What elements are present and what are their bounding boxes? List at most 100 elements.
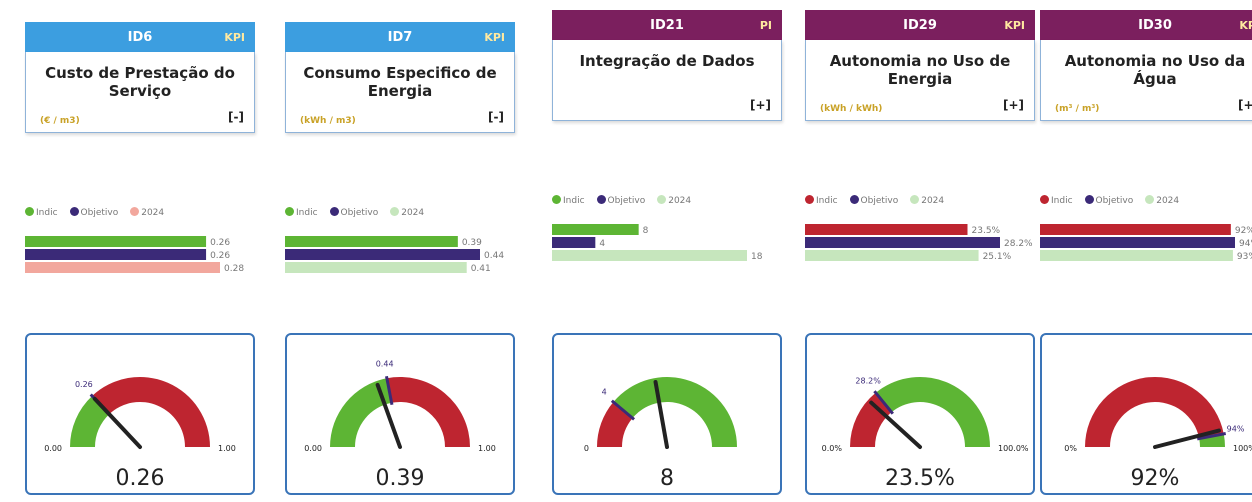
legend-item: Indic [25, 207, 64, 218]
kpi-card: ID6 KPI Custo de Prestação do Serviço (€ / … [25, 0, 255, 502]
legend-label: Indic [36, 208, 58, 218]
legend-swatch [25, 207, 34, 216]
card-sign: [+] [1002, 98, 1024, 112]
gauge-segment [850, 392, 892, 447]
card-tag: KPI [224, 31, 245, 44]
gauge: 94% 0% 100% 92% [1064, 377, 1252, 491]
legend-label: Indic [296, 208, 318, 218]
target-label: 0.44 [376, 359, 394, 368]
bar [805, 224, 968, 235]
legend-item: Objetivo [849, 195, 905, 206]
bar [285, 236, 458, 247]
gauge: 28.2% 0.0% 100.0% 23.5% [822, 376, 1029, 491]
legend-label: 2024 [141, 208, 165, 218]
bar [1040, 250, 1233, 261]
legend-swatch [285, 207, 294, 216]
bar-label: 25.1% [983, 252, 1012, 262]
needle [1153, 428, 1221, 449]
card-title: Autonomia no Uso de Energia [829, 52, 1011, 88]
bar [25, 262, 220, 273]
card-header: ID21 PI [552, 10, 782, 40]
legend-label: Objetivo [1095, 196, 1134, 206]
gauge-segment [1085, 377, 1224, 447]
bar-label: 0.28 [224, 264, 244, 274]
legend-item: Objetivo [1084, 195, 1140, 206]
gauge-value: 8 [660, 466, 674, 491]
legend-label: Indic [563, 196, 585, 206]
legend-item: Objetivo [329, 207, 385, 218]
gauge-segment [597, 402, 633, 447]
card-sign: [-] [228, 110, 244, 124]
bar-label: 93% [1237, 252, 1252, 262]
legend-label: 2024 [668, 196, 692, 206]
card-body: Integração de Dados [+] [552, 40, 782, 121]
legend-swatch [1145, 195, 1155, 204]
card-unit: (m³ / m³) [1055, 104, 1100, 114]
bar [25, 236, 207, 247]
bar [552, 224, 639, 235]
target-label: 4 [602, 387, 607, 396]
legend-item: Objetivo [596, 195, 652, 206]
target-label: 0.26 [75, 380, 93, 389]
bar [552, 237, 596, 248]
gauge-segment [330, 378, 392, 447]
card-title: Consumo Especifico de Energia [303, 64, 497, 100]
card-id: ID7 [387, 30, 413, 45]
bar-chart: 92% 94% 93% [1040, 224, 1252, 262]
gauge: 4 0 8 [584, 377, 737, 491]
card-tag: PI [759, 19, 772, 32]
card-title: Custo de Prestação do Serviço [45, 64, 235, 100]
legend-item: 2024 [390, 207, 430, 218]
card-body: Autonomia no Uso de Energia (kWh / kWh) [+… [805, 40, 1035, 121]
legend-swatch [910, 195, 920, 204]
card-sign: [-] [488, 110, 504, 124]
bar [1040, 237, 1235, 248]
legend-item: 2024 [657, 195, 697, 206]
bar [25, 249, 207, 260]
legend-swatch [130, 207, 140, 216]
card-title: Integração de Dados [579, 52, 755, 70]
legend-label: 2024 [401, 208, 425, 218]
bar [552, 250, 747, 261]
gauge-min: 0.00 [44, 444, 62, 453]
card-unit: (€ / m3) [40, 116, 80, 126]
bar [285, 249, 480, 260]
gauge-box: 28.2% 0.0% 100.0% 23.5% [805, 333, 1035, 495]
gauge-min: 0% [1064, 444, 1077, 453]
legend-item: Indic [1040, 195, 1079, 206]
legend-label: Objetivo [340, 208, 379, 218]
legend-swatch [596, 195, 606, 204]
card-body: Consumo Especifico de Energia (kWh / m3) [… [285, 52, 515, 133]
legend-swatch [329, 207, 339, 216]
legend-label: 2024 [1156, 196, 1180, 206]
target-tick [873, 390, 894, 415]
bar-label: 0.44 [484, 251, 504, 261]
legend-swatch [552, 195, 561, 204]
needle [92, 396, 142, 449]
legend-item: Objetivo [69, 207, 125, 218]
bar-label: 4 [599, 239, 605, 249]
gauge-box: 94% 0% 100% 92% [1040, 333, 1252, 495]
bar-chart: 23.5%28.2% 25.1% [805, 224, 1033, 262]
gauge-max: 100% [1233, 444, 1252, 453]
gauge-segment [386, 377, 470, 447]
card-header: ID30 KPI [1040, 10, 1252, 40]
card-title: Autonomia no Uso da Água [1064, 52, 1246, 88]
bar [805, 237, 1000, 248]
card-header: ID29 KPI [805, 10, 1035, 40]
bar-label: 23.5% [972, 226, 1001, 236]
bar-label: 18 [751, 252, 763, 262]
legend-item: 2024 [910, 195, 950, 206]
gauge-value: 0.39 [376, 466, 425, 491]
card-body: Autonomia no Uso da Água (m³ / m³) [+] [1040, 40, 1252, 121]
card-id: ID21 [650, 18, 684, 33]
gauge-segment [70, 395, 110, 447]
card-header: ID6 KPI [25, 22, 255, 52]
card-unit: (kWh / m3) [300, 116, 356, 126]
target-label: 28.2% [855, 376, 881, 385]
gauge-box: 0.26 0.00 1.00 0.26 [25, 333, 255, 495]
gauge-box: 4 0 8 [552, 333, 782, 495]
gauge-value: 0.26 [116, 466, 165, 491]
legend-swatch [1040, 195, 1049, 204]
gauge-segment [92, 377, 210, 447]
